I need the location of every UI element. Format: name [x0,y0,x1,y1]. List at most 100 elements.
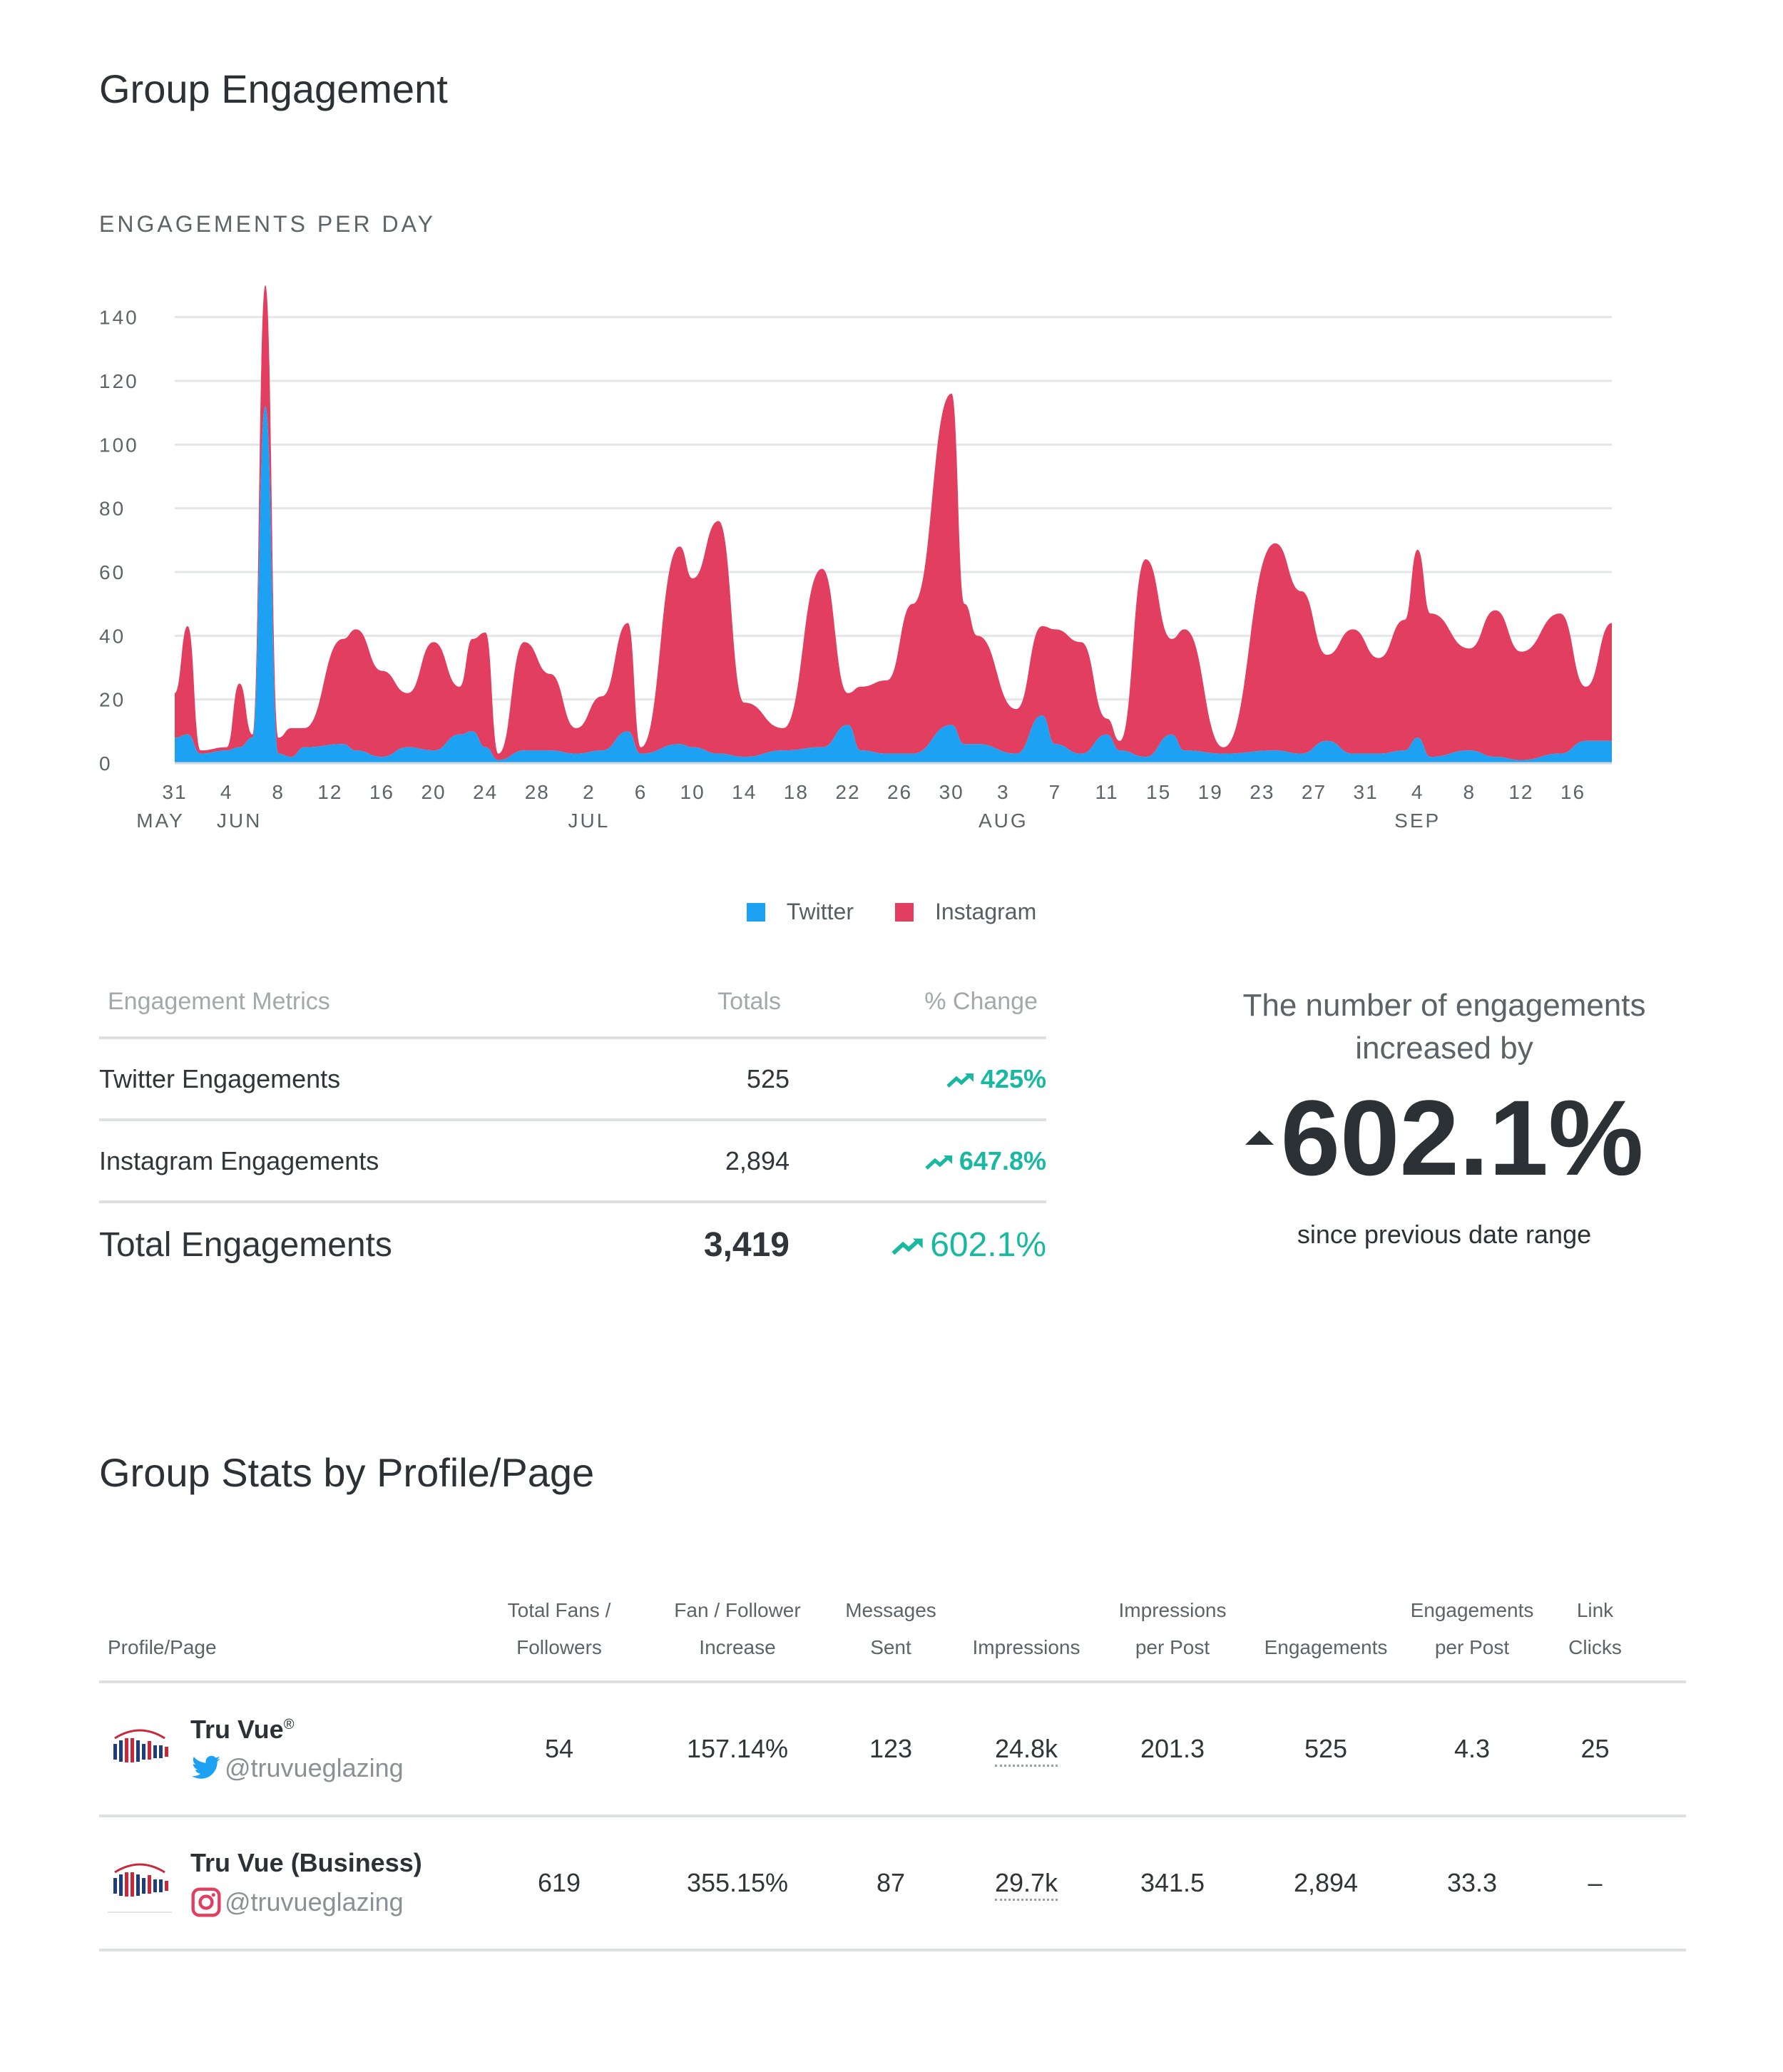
header-increase: Fan / Follower Increase [648,1592,827,1666]
metric-total: 3,419 [703,1225,790,1264]
cell-engagements-per-post: 33.3 [1446,1868,1498,1897]
summary-value: 602.1% [1280,1078,1644,1198]
engagement-summary: The number of engagements increased by 6… [1155,984,1733,1250]
registered-mark: ® [283,1717,295,1732]
header-engagements-per-post: Engagements per Post [1404,1592,1540,1666]
x-tick-label: 4 [1411,781,1424,803]
metric-name: Instagram Engagements [99,1145,379,1175]
profile-name-text: Tru Vue [190,1715,284,1744]
header-epp-line2: per Post [1434,1636,1510,1658]
cell-impressions[interactable]: 29.7k [955,1868,1098,1901]
x-tick-label: 4 [220,781,233,803]
cell-link-clicks: – [1588,1868,1603,1897]
cell-engagements: 525 [1304,1734,1348,1763]
x-tick-label: 28 [525,781,550,803]
x-tick-label: 12 [1508,781,1533,803]
x-tick-label: 23 [1250,781,1274,803]
y-tick-label: 100 [99,434,139,456]
cell-messages: 87 [876,1868,906,1897]
profile-handle[interactable]: @truvueglazing [190,1887,422,1918]
cell-fans: 619 [537,1868,581,1897]
engagement-metrics-table: Engagement Metrics Totals % Change Twitt… [99,966,1046,1286]
header-link-clicks: Link Clicks [1540,1592,1650,1666]
x-tick-label: 10 [680,781,705,803]
y-tick-label: 80 [99,498,126,520]
cell-link-clicks: 25 [1580,1734,1610,1763]
legend-label: Instagram [934,899,1037,924]
header-link-line2: Clicks [1568,1636,1622,1658]
x-tick-label: 7 [1049,781,1062,803]
impressions-value[interactable]: 24.8k [994,1734,1058,1767]
twitter-icon [192,1755,220,1779]
profile-row[interactable]: Tru Vue® @truvueglazing 54 157.14% 123 2… [99,1683,1686,1817]
tru-vue-logo-icon [108,1717,172,1781]
x-tick-label: 24 [473,781,498,803]
y-tick-label: 0 [99,752,113,775]
legend-swatch-twitter [746,902,765,922]
impressions-value[interactable]: 29.7k [994,1868,1058,1901]
metric-change-value: 647.8% [959,1145,1046,1175]
metrics-row-twitter: Twitter Engagements 525 425% [99,1039,1046,1121]
x-tick-label: 2 [583,781,596,803]
series-area-instagram [175,285,1612,760]
profile-cell: Tru Vue® @truvueglazing [99,1715,470,1783]
x-month-label: MAY [136,810,185,832]
header-metric: Engagement Metrics [108,987,330,1015]
stats-title: Group Stats by Profile/Page [99,1450,595,1495]
header-impressions: Impressions [972,1636,1080,1658]
header-profile: Profile/Page [108,1636,217,1658]
summary-line-1: The number of engagements [1242,988,1646,1023]
metric-change-value: 425% [980,1063,1046,1093]
cell-engagements: 2,894 [1293,1868,1359,1897]
profile-handle-text: @truvueglazing [225,1887,404,1917]
profile-row[interactable]: Tru Vue (Business) @truvueglazing 619 35… [99,1817,1686,1951]
x-tick-label: 16 [369,781,394,803]
legend-item-twitter[interactable]: Twitter [746,899,854,925]
header-fans: Total Fans / Followers [470,1592,648,1666]
caret-up-icon [1245,1131,1274,1145]
cell-impressions-per-post: 201.3 [1140,1734,1205,1763]
header-ipp-line1: Impressions [1118,1599,1227,1621]
y-tick-label: 120 [99,370,139,392]
profile-stats-table: Profile/Page Total Fans / Followers Fan /… [99,1569,1686,1951]
metric-change-value: 602.1% [930,1225,1046,1264]
page-title: Group Engagement [99,66,448,111]
x-tick-label: 8 [272,781,285,803]
profile-name: Tru Vue® [190,1715,404,1745]
profile-name: Tru Vue (Business) [190,1848,422,1878]
header-engagements: Engagements [1264,1636,1388,1658]
header-messages-line1: Messages [845,1599,936,1621]
header-fans-line1: Total Fans / [507,1599,611,1621]
instagram-icon [191,1887,221,1917]
trend-up-icon [946,1073,974,1088]
chart-section-label: ENGAGEMENTS PER DAY [99,211,436,237]
legend-item-instagram[interactable]: Instagram [894,899,1037,925]
x-tick-label: 11 [1095,781,1118,803]
metric-change: 602.1% [790,1225,1046,1265]
cell-impressions-per-post: 341.5 [1140,1868,1205,1897]
summary-value-wrap: 602.1% [1155,1084,1733,1191]
cell-messages: 123 [869,1734,913,1763]
summary-caption: since previous date range [1297,1220,1592,1249]
cell-engagements-per-post: 4.3 [1454,1734,1491,1763]
x-tick-label: 26 [887,781,912,803]
cell-impressions[interactable]: 24.8k [955,1734,1098,1767]
x-tick-label: 8 [1463,781,1476,803]
header-epp-line1: Engagements [1410,1599,1534,1621]
metric-change: 647.8% [790,1146,1046,1176]
metrics-row-instagram: Instagram Engagements 2,894 647.8% [99,1121,1046,1203]
legend-label: Twitter [786,899,854,924]
x-month-label: JUN [217,810,262,832]
y-tick-label: 60 [99,561,126,583]
summary-line-2: increased by [1355,1031,1533,1066]
x-tick-label: 6 [635,781,648,803]
trend-up-icon [891,1238,923,1255]
header-link-line1: Link [1576,1599,1614,1621]
profile-cell: Tru Vue (Business) @truvueglazing [99,1848,470,1918]
stats-header-row: Profile/Page Total Fans / Followers Fan /… [99,1569,1686,1683]
header-impressions-per-post: Impressions per Post [1098,1592,1247,1666]
profile-handle[interactable]: @truvueglazing [190,1753,404,1783]
x-tick-label: 12 [317,781,342,803]
y-tick-label: 20 [99,689,126,711]
x-tick-label: 22 [835,781,860,803]
